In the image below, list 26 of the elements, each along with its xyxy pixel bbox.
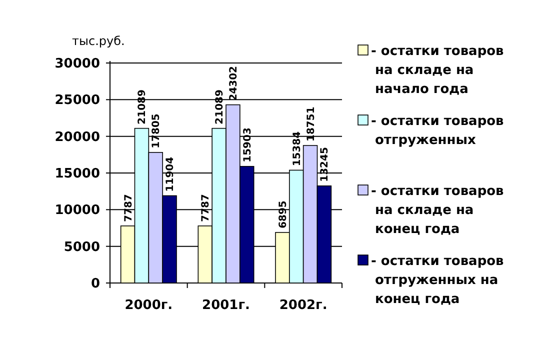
data-label: 15384 <box>292 131 303 166</box>
data-label: 7787 <box>200 194 212 222</box>
x-tick-label: 2002г. <box>279 298 328 313</box>
legend-label: - остатки товаров отгруженных <box>371 114 504 148</box>
x-tick-label: 2000г. <box>124 298 173 313</box>
y-axis-title: тыс.руб. <box>72 34 125 48</box>
data-label: 13245 <box>320 147 331 182</box>
data-label: 21089 <box>214 90 226 124</box>
legend-label: - остатки товаров отгруженных на конец года <box>371 254 504 307</box>
data-label: 7787 <box>123 194 134 222</box>
y-tick-label: 20000 <box>54 130 100 145</box>
y-tick-label: 30000 <box>54 56 100 72</box>
data-label: 24302 <box>228 66 240 101</box>
data-label: 17805 <box>151 114 162 148</box>
y-tick-label: 15000 <box>54 166 100 182</box>
y-tick-label: 25000 <box>54 93 100 108</box>
data-label: 6895 <box>278 200 289 228</box>
data-label: 21089 <box>137 90 148 124</box>
y-tick-label: 10000 <box>54 203 100 218</box>
x-tick-label: 2001г. <box>202 298 250 313</box>
data-label: 18751 <box>306 106 317 142</box>
legend-label: - остатки товаров на складе на конец года <box>371 184 504 237</box>
data-label: 15903 <box>242 128 254 162</box>
y-tick-label: 0 <box>90 276 100 292</box>
legend-label: - остатки товаров на складе на начало года <box>371 44 504 97</box>
y-tick-label: 5000 <box>64 240 100 255</box>
